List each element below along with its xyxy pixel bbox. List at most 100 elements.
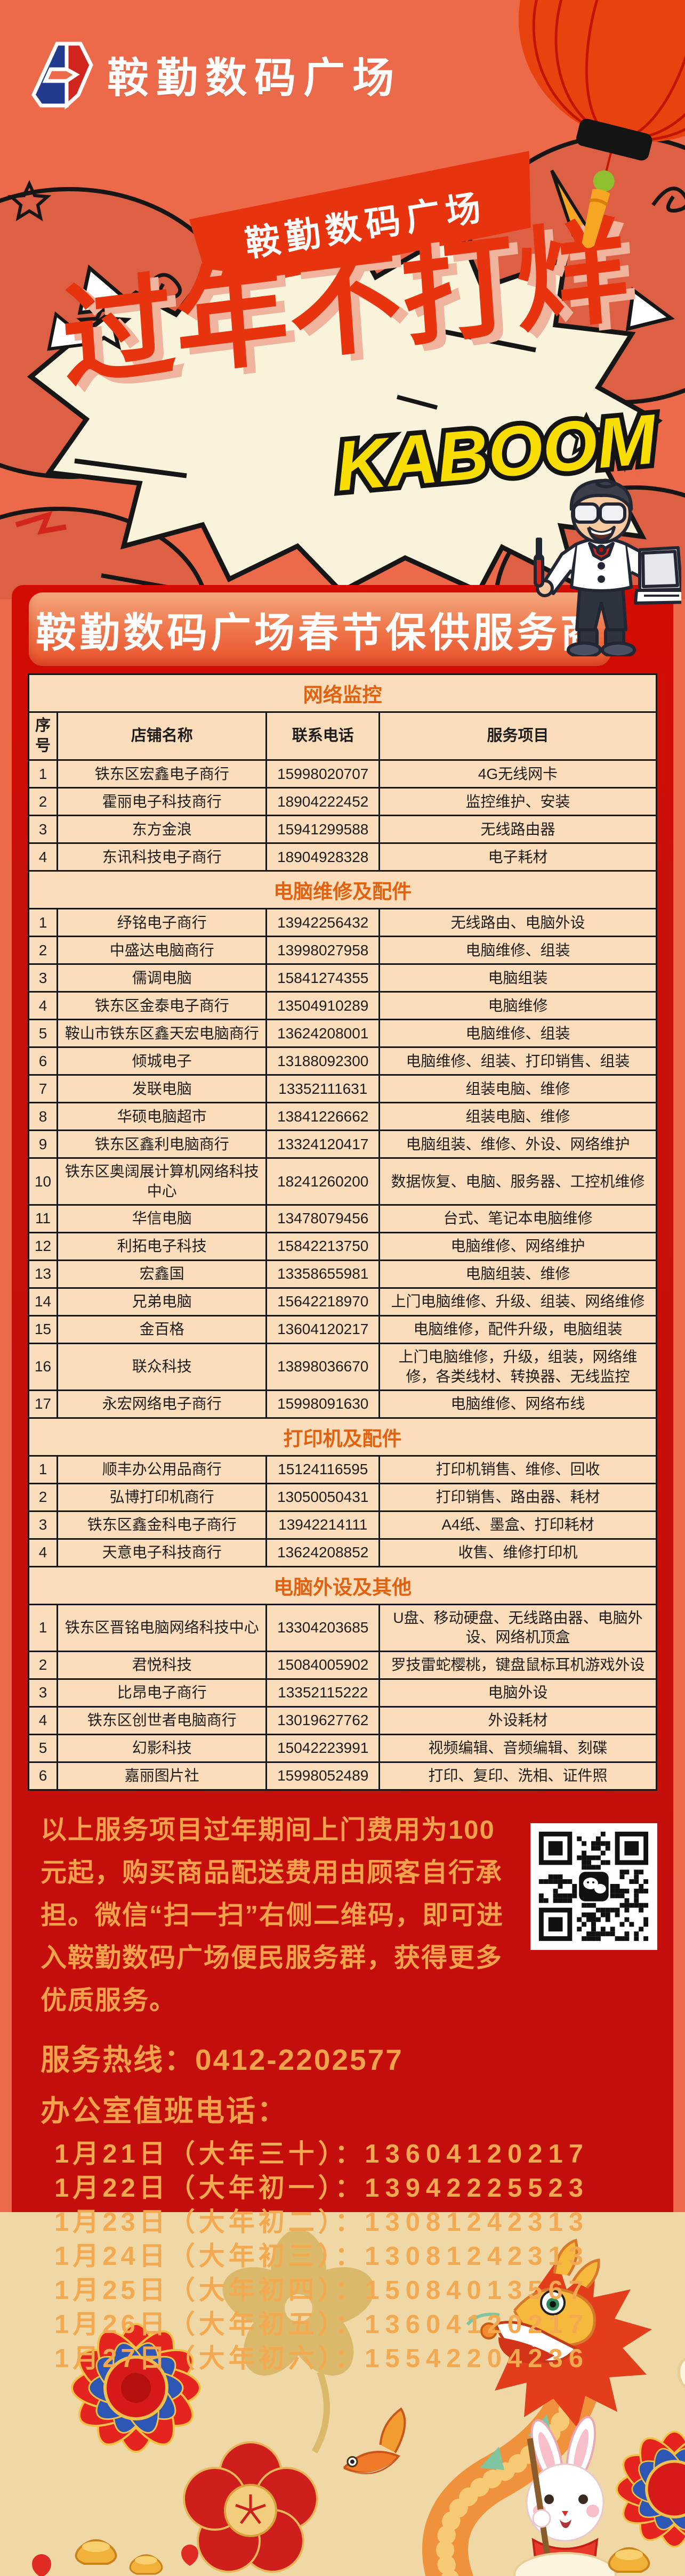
table-row: 4 铁东区创世者电脑商行 13019627762 外设耗材	[29, 1707, 656, 1735]
table-row: 3 儒调电脑 15841274355 电脑组装	[29, 965, 656, 993]
section-header: 电脑外设及其他	[29, 1567, 656, 1605]
table-cell: 数据恢复、电脑、服务器、工控机维修	[391, 1173, 645, 1190]
table-row: 1 纾铭电子商行 13942256432 无线路由、电脑外设	[29, 909, 656, 938]
flower-decoration-left	[71, 2323, 201, 2453]
table-cell: 视频编辑、音频编辑、刻碟	[428, 1740, 608, 1757]
table-row: 6 倾城电子 13188092300 电脑维修、组装、打印销售、组装	[29, 1048, 656, 1076]
table-row: 8 华硕电脑超市 13841226662 组装电脑、维修	[29, 1103, 656, 1132]
table-cell: 儒调电脑	[58, 965, 268, 992]
table-cell: 13624208001	[267, 1020, 380, 1047]
table-row: 6 嘉丽图片社 15998052489 打印、复印、洗相、证件照	[29, 1762, 656, 1789]
duty-phone-list: 1月21日（大年三十）：13604120217 1月22日（大年初一）：13942…	[28, 2137, 657, 2376]
table-cell: 4	[29, 1539, 59, 1566]
table-cell: 2	[29, 789, 59, 815]
hotline-line: 服务热线：0412-2202577	[28, 2036, 657, 2078]
table-cell: 收售、维修打印机	[458, 1544, 578, 1561]
table-cell: 利拓电子科技	[58, 1233, 268, 1260]
table-cell: 铁东区鑫金科电子商行	[58, 1512, 268, 1538]
duty-phone-line: 1月26日（大年初五）：13604120217	[54, 2310, 590, 2339]
section-header: 网络监控	[29, 675, 656, 713]
table-row: 1 顺丰办公用品商行 15124116595 打印机销售、维修、回收	[29, 1456, 656, 1484]
table-cell: 15998052489	[267, 1762, 380, 1789]
table-cell: 15084005902	[267, 1652, 380, 1678]
table-cell: 铁东区晋铭电脑网络科技中心	[58, 1605, 268, 1651]
table-row: 17 永宏网络电子商行 15998091630 电脑维修、网络布线	[29, 1391, 656, 1419]
table-row: 2 弘博打印机商行 13050050431 打印销售、路由器、耗材	[29, 1484, 656, 1512]
table-cell: 金百格	[58, 1317, 268, 1343]
burst-background	[0, 134, 685, 599]
table-cell: 铁东区宏鑫电子商行	[58, 761, 268, 787]
table-cell: 上门电脑维修、升级、组装、网络维修	[391, 1293, 645, 1310]
table-cell: 弘博打印机商行	[58, 1484, 268, 1510]
table-cell: 电脑维修、组装	[465, 941, 570, 958]
table-cell: 1	[29, 1605, 59, 1651]
table-cell: 打印销售、路由器、耗材	[436, 1489, 600, 1506]
brand-name: 鞍勤数码广场	[107, 54, 402, 102]
table-cell: 4	[29, 1707, 59, 1734]
table-cell: 17	[29, 1391, 59, 1417]
table-cell: 10	[29, 1159, 59, 1205]
table-cell: 15941299588	[267, 816, 380, 843]
red-plum-flower	[183, 2441, 318, 2573]
table-cell: 8	[29, 1103, 59, 1130]
table-cell: 13324120417	[267, 1131, 380, 1158]
table-cell: 打印机销售、维修、回收	[436, 1461, 600, 1478]
table-cell: 3	[29, 965, 59, 992]
table-row: 13 宏鑫国 13358655981 电脑组装、维修	[29, 1261, 656, 1289]
duty-phone-line: 1月25日（大年初四）：15084013567	[54, 2276, 590, 2305]
table-cell: 14	[29, 1289, 59, 1315]
table-cell: 18904222452	[267, 789, 380, 815]
table-cell: A4纸、墨盒、打印耗材	[441, 1516, 594, 1533]
table-cell: 13504910289	[267, 993, 380, 1019]
table-row: 2 霍丽电子科技商行 18904222452 监控维护、安装	[29, 789, 656, 817]
table-cell: 幻影科技	[58, 1735, 268, 1761]
table-cell: 华硕电脑超市	[58, 1103, 268, 1130]
table-cell: 铁东区金泰电子商行	[58, 993, 268, 1019]
table-cell: 台式、笔记本电脑维修	[443, 1210, 593, 1227]
table-row: 11 华信电脑 13478079456 台式、笔记本电脑维修	[29, 1206, 656, 1234]
table-row: 1 铁东区晋铭电脑网络科技中心 13304203685 U盘、移动硬盘、无线路由器、电…	[29, 1605, 656, 1652]
table-row: 15 金百格 13604120217 电脑维修，配件升级，电脑组装	[29, 1317, 656, 1345]
table-cell: 铁东区鑫利电脑商行	[58, 1131, 268, 1158]
table-row: 10 铁东区奥阔展计算机网络科技中心 18241260200 数据恢复、电脑、服务器、…	[29, 1159, 656, 1206]
flower-decoration-right	[616, 2431, 685, 2548]
table-cell: 打印、复印、洗相、证件照	[428, 1767, 608, 1784]
table-cell: 2	[29, 1484, 59, 1510]
table-cell: 7	[29, 1076, 59, 1102]
table-cell: 君悦科技	[58, 1652, 268, 1678]
table-cell: 监控维护、安装	[465, 793, 570, 810]
table-cell: 电脑外设	[488, 1684, 548, 1701]
duty-phone-line: 1月22日（大年初一）：13942225523	[54, 2173, 590, 2203]
table-cell: 15998091630	[267, 1391, 380, 1417]
table-cell: 15042223991	[267, 1735, 380, 1761]
table-cell: 3	[29, 1679, 59, 1706]
table-row: 3 东方金浪 15941299588 无线路由器	[29, 816, 656, 844]
table-cell: 华信电脑	[58, 1206, 268, 1232]
table-cell: 无线路由器	[480, 820, 555, 838]
table-row: 1 铁东区宏鑫电子商行 15998020707 4G无线网卡	[29, 761, 656, 789]
table-cell: 2	[29, 1652, 59, 1678]
column-header: 服务项目	[487, 727, 549, 744]
table-cell: 13	[29, 1261, 59, 1288]
column-header: 店铺名称	[58, 713, 268, 760]
table-cell: 铁东区奥阔展计算机网络科技中心	[58, 1159, 268, 1205]
duty-phone-line: 1月21日（大年三十）：13604120217	[54, 2139, 590, 2168]
table-cell: 13050050431	[267, 1484, 380, 1510]
table-cell: 东方金浪	[58, 816, 268, 843]
table-row: 4 东讯科技电子商行 18904928328 电子耗材	[29, 844, 656, 872]
footer-notice-row: 以上服务项目过年期间上门费用为100元起，购买商品配送费用由顾客自行承担。微信“…	[28, 1809, 657, 2022]
table-cell: 霍丽电子科技商行	[58, 789, 268, 815]
title-banner: 鞍勤数码广场春节保供服务商	[29, 592, 611, 666]
table-cell: 电脑维修、组装	[465, 1025, 570, 1042]
table-cell: 18904928328	[267, 844, 380, 871]
table-cell: 4G无线网卡	[478, 765, 558, 782]
table-cell: 13352115222	[267, 1679, 380, 1706]
table-cell: 无线路由、电脑外设	[450, 914, 585, 931]
service-provider-table: 网络监控 序号 店铺名称 联系电话 服务项目 1 铁东区宏鑫电子商行 15998020707 4…	[28, 673, 657, 1791]
table-cell: 15998020707	[267, 761, 380, 787]
table-cell: 6	[29, 1048, 59, 1075]
table-cell: 12	[29, 1233, 59, 1260]
table-cell: 电脑维修、网络维护	[450, 1238, 585, 1255]
table-cell: 永宏网络电子商行	[58, 1391, 268, 1417]
table-cell: 13841226662	[267, 1103, 380, 1130]
